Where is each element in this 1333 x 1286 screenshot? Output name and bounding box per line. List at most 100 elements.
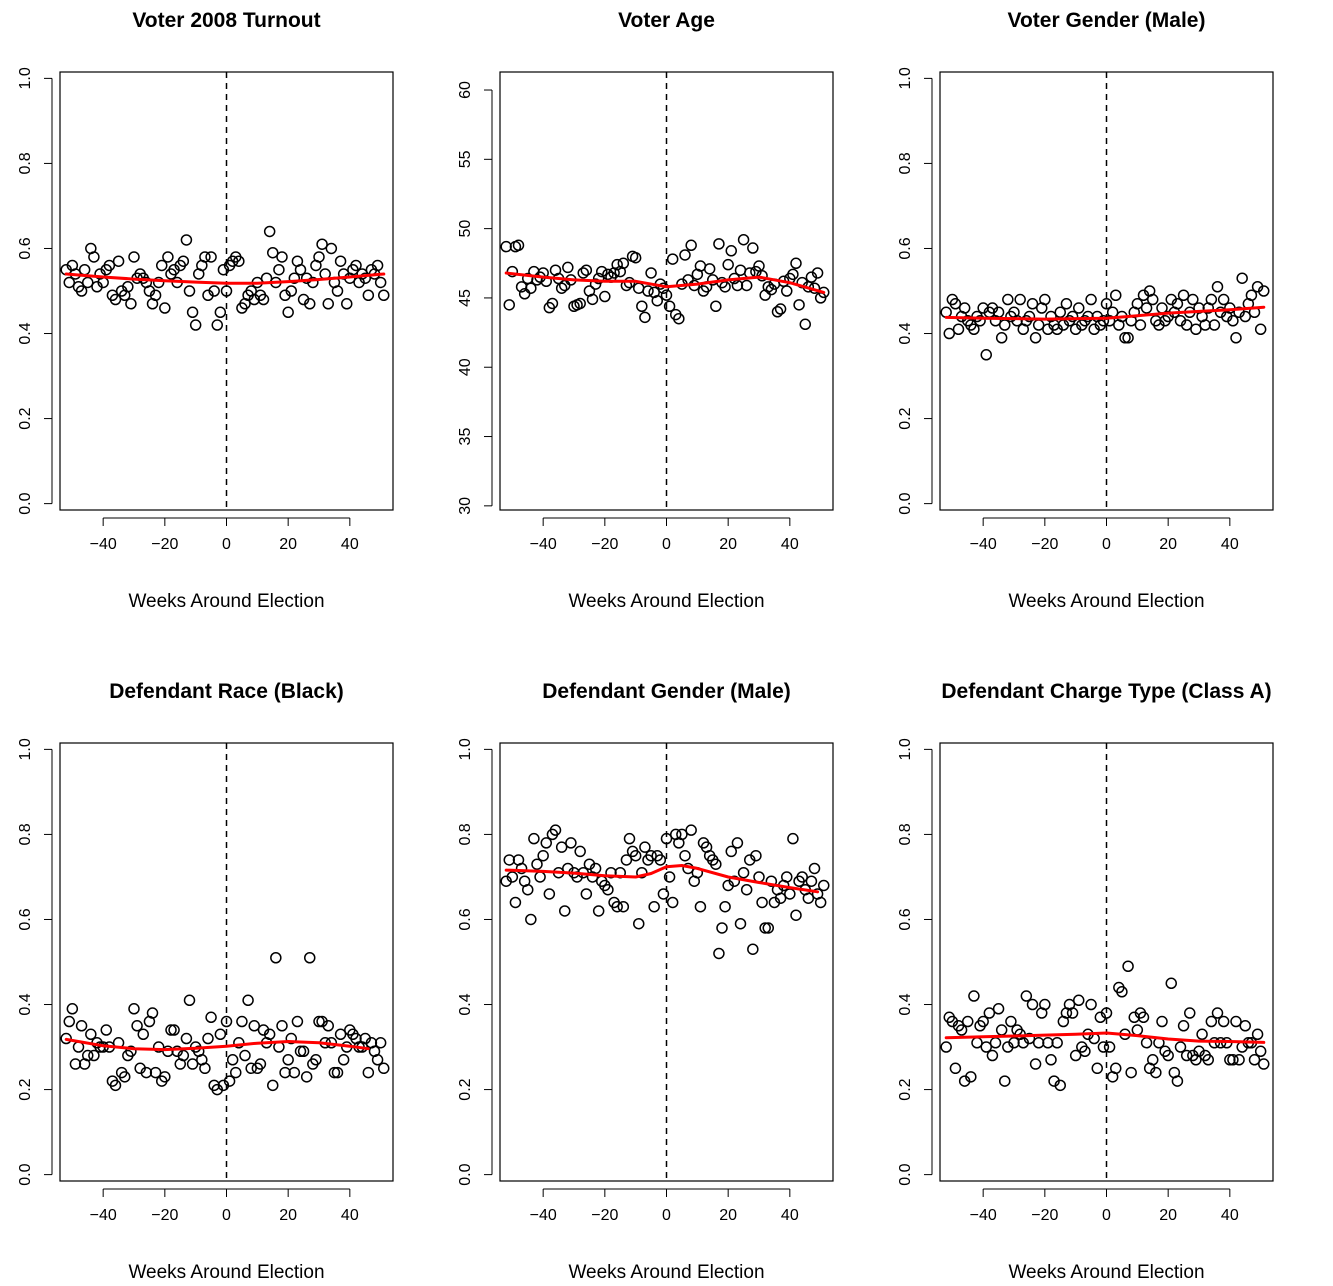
y-tick-label: 40	[457, 358, 474, 376]
x-tick-label: 0	[1102, 536, 1111, 553]
data-point	[734, 917, 747, 930]
data-point	[989, 1037, 1002, 1049]
data-point	[149, 1066, 162, 1079]
y-tick-label: 50	[457, 220, 474, 238]
scatter-points	[940, 960, 1270, 1092]
x-tick-label: 20	[279, 536, 297, 553]
data-point	[756, 270, 768, 282]
data-point	[307, 276, 319, 289]
data-point	[713, 238, 725, 250]
data-point	[992, 1003, 1005, 1015]
data-point	[642, 285, 654, 297]
data-point	[109, 293, 122, 306]
data-point	[611, 900, 623, 913]
data-point	[1039, 293, 1051, 306]
data-point	[66, 1003, 79, 1015]
data-point	[257, 293, 270, 306]
data-point	[663, 300, 676, 312]
data-point	[82, 276, 94, 289]
trend-line	[944, 1031, 1266, 1044]
data-point	[285, 285, 297, 297]
data-point	[617, 257, 630, 270]
data-point	[270, 951, 282, 964]
data-point	[525, 282, 537, 294]
data-point	[1248, 1054, 1261, 1066]
data-point	[525, 913, 537, 926]
data-point	[1026, 298, 1039, 310]
data-point	[546, 297, 559, 310]
data-point	[771, 306, 784, 318]
x-axis-label: Weeks Around Election	[568, 1262, 764, 1283]
data-point	[983, 1007, 996, 1019]
y-tick-label: 0.6	[17, 908, 34, 930]
data-point	[703, 263, 716, 275]
y-tick-label: 0.2	[17, 1078, 34, 1100]
data-point	[1230, 332, 1242, 344]
data-point	[602, 883, 614, 896]
data-point	[784, 888, 796, 900]
data-point	[1060, 298, 1073, 310]
data-point	[282, 306, 294, 319]
data-point	[1156, 1015, 1168, 1028]
plot-frame	[939, 71, 1274, 511]
data-point	[531, 858, 543, 870]
x-tick-label: 20	[719, 1207, 737, 1224]
data-point	[1205, 1015, 1218, 1028]
data-point	[1227, 315, 1239, 327]
data-point	[787, 268, 799, 281]
x-tick-label: −20	[591, 1207, 618, 1224]
data-point	[633, 917, 645, 930]
data-point	[146, 1007, 159, 1019]
data-point	[109, 1079, 122, 1092]
data-point	[242, 994, 254, 1007]
data-point	[765, 283, 778, 296]
data-point	[1239, 1020, 1251, 1032]
data-point	[156, 259, 168, 272]
data-point	[63, 276, 75, 289]
data-point	[331, 285, 344, 297]
data-point	[1039, 998, 1051, 1011]
trend-line	[504, 271, 826, 294]
data-point	[88, 251, 100, 263]
x-tick-label: 40	[781, 536, 799, 553]
data-point	[371, 1054, 384, 1066]
data-point	[282, 1054, 294, 1066]
chart-title: Voter Age	[618, 9, 715, 32]
y-tick-label: 0.4	[897, 993, 914, 1015]
data-point	[1202, 1054, 1214, 1066]
data-point	[183, 285, 196, 297]
data-point	[1097, 315, 1110, 327]
data-point	[725, 845, 737, 858]
data-point	[1147, 1054, 1159, 1066]
data-point	[589, 278, 602, 290]
data-point	[685, 824, 697, 836]
data-point	[1227, 1054, 1239, 1066]
data-point	[1100, 1007, 1113, 1019]
data-point	[75, 1020, 88, 1032]
x-tick-label: −40	[970, 1207, 997, 1224]
data-point	[220, 285, 233, 297]
y-tick-label: 0.6	[457, 908, 474, 930]
data-point	[503, 299, 515, 311]
data-point	[713, 947, 725, 960]
data-point	[1085, 998, 1097, 1011]
data-point	[199, 251, 211, 263]
x-tick-label: 40	[1221, 1207, 1239, 1224]
data-point	[1205, 293, 1218, 306]
data-point	[1051, 1037, 1063, 1049]
data-point	[952, 323, 965, 336]
y-tick-label: 0.0	[17, 492, 34, 514]
chart-title: Voter Gender (Male)	[1008, 9, 1206, 32]
data-point	[1150, 1066, 1162, 1079]
data-point	[534, 871, 546, 883]
data-point	[1032, 319, 1045, 331]
data-point	[177, 1049, 190, 1062]
data-point	[765, 875, 778, 887]
data-point	[1211, 280, 1224, 293]
data-point	[796, 871, 808, 883]
data-point	[747, 242, 759, 254]
data-point	[719, 281, 731, 293]
data-point	[962, 1015, 974, 1028]
data-point	[75, 285, 88, 297]
data-point	[515, 862, 528, 875]
